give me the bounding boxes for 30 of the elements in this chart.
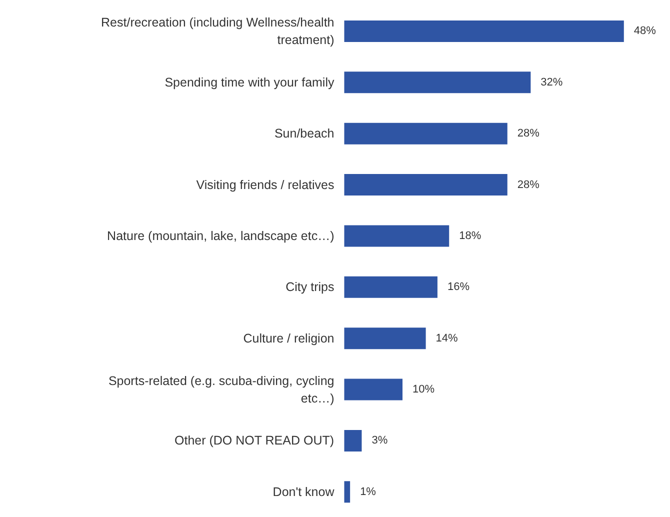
data-label: 1% [360, 486, 376, 498]
y-tick-label: Sun/beach [274, 126, 334, 141]
y-tick-label: City trips [286, 280, 334, 294]
y-tick-label: Rest/recreation (including Wellness/health treatment) [101, 15, 334, 47]
data-label: 3% [372, 434, 388, 447]
data-label: 28% [517, 128, 540, 140]
y-tick-label: Visiting friends / relatives [196, 178, 334, 192]
data-label: 14% [436, 332, 458, 344]
data-label: 32% [540, 76, 563, 88]
bar [344, 122, 508, 144]
data-label: 16% [447, 281, 470, 294]
bar [344, 378, 402, 400]
data-label: 10% [412, 384, 435, 396]
y-tick-label: Culture / religion [243, 331, 334, 346]
data-label: 18% [459, 230, 482, 242]
data-label: 48% [634, 25, 656, 38]
bar [344, 328, 426, 350]
y-tick-label: Spending time with your family [164, 75, 335, 90]
bar [344, 276, 438, 298]
data-label: 28% [517, 178, 540, 191]
y-tick-label: Nature (mountain, lake, landscape etc…) [107, 228, 334, 243]
bar [344, 20, 624, 42]
bar [344, 225, 450, 247]
bar [344, 481, 350, 503]
y-tick-label: Other (DO NOT READ OUT) [174, 434, 334, 448]
y-tick-label: Don't know [272, 484, 336, 499]
y-tick-label: Sports-related (e.g. scuba-diving, cycling etc…) [108, 374, 334, 406]
bar [344, 72, 531, 94]
bar [344, 430, 362, 452]
bar [344, 174, 508, 196]
